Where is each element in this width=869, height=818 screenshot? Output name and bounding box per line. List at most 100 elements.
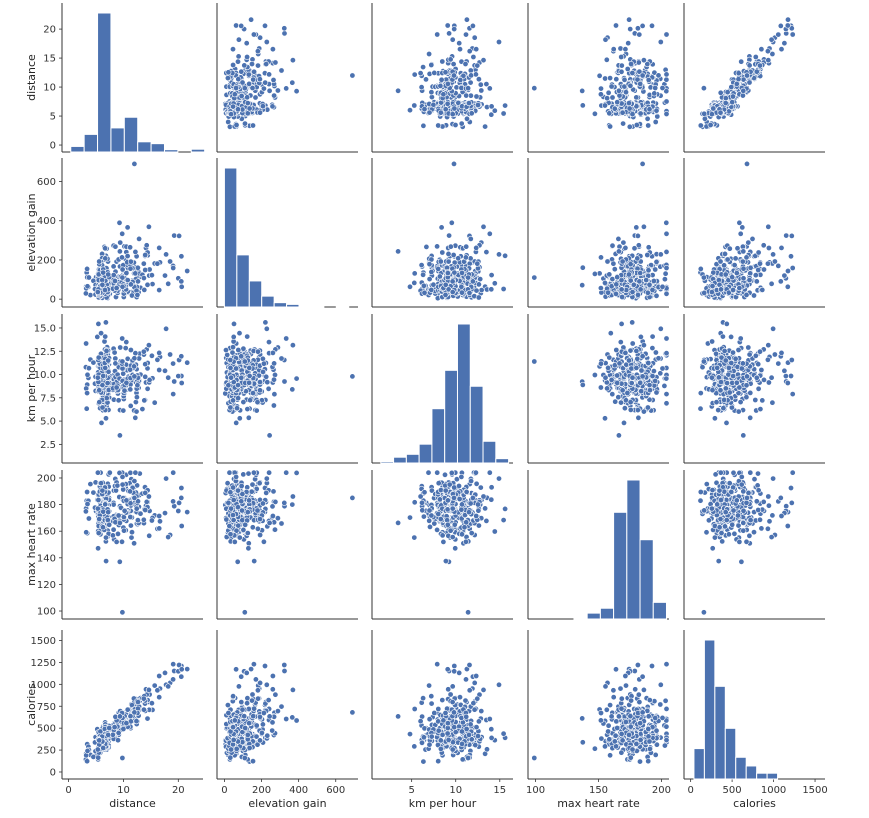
scatter-point — [131, 540, 138, 547]
scatter-point — [784, 22, 791, 29]
scatter-point — [269, 46, 276, 53]
scatter-point — [722, 271, 729, 278]
scatter-point — [639, 373, 646, 380]
scatter-point — [663, 391, 670, 398]
scatter-point — [619, 258, 626, 265]
scatter-point — [629, 374, 636, 381]
scatter-point — [245, 545, 252, 552]
scatter-point — [611, 105, 618, 112]
scatter-point — [256, 387, 263, 394]
y-tick-label-distance: 20 — [43, 25, 56, 36]
scatter-point — [729, 93, 736, 100]
scatter-panel-km-per-hour-vs-elevation-gain — [222, 319, 356, 439]
scatter-point — [233, 473, 240, 480]
scatter-point — [613, 346, 620, 353]
scatter-point — [625, 100, 632, 107]
histogram-bar-distance — [137, 141, 152, 153]
scatter-point — [238, 374, 245, 381]
scatter-point — [245, 71, 252, 78]
scatter-point — [657, 38, 664, 45]
histogram-bar-elevation-gain — [223, 167, 238, 308]
scatter-point — [244, 530, 251, 537]
scatter-point — [708, 374, 715, 381]
scatter-point — [758, 366, 765, 373]
scatter-point — [458, 289, 465, 296]
scatter-point — [752, 352, 759, 359]
scatter-point — [117, 344, 124, 351]
y-tick-label-max-heart-rate: 200 — [37, 473, 56, 484]
scatter-point — [244, 509, 251, 516]
scatter-point — [475, 76, 482, 83]
scatter-point — [627, 82, 634, 89]
scatter-point — [480, 493, 487, 500]
scatter-point — [624, 66, 631, 73]
scatter-point — [607, 75, 614, 82]
scatter-point — [241, 609, 248, 616]
scatter-point — [502, 252, 509, 259]
scatter-point — [447, 243, 454, 250]
scatter-point — [257, 34, 264, 41]
scatter-point — [242, 120, 249, 127]
scatter-point — [645, 359, 652, 366]
scatter-point — [756, 62, 763, 69]
scatter-point — [579, 87, 586, 94]
scatter-point — [628, 365, 635, 372]
scatter-point — [178, 379, 185, 386]
scatter-point — [235, 522, 242, 529]
scatter-point — [607, 123, 614, 130]
scatter-point — [746, 79, 753, 86]
scatter-point — [113, 285, 120, 292]
scatter-point — [638, 367, 645, 374]
scatter-point — [597, 254, 604, 261]
scatter-point — [95, 354, 102, 361]
scatter-point — [640, 408, 647, 415]
scatter-point — [127, 281, 134, 288]
scatter-point — [755, 266, 762, 273]
scatter-point — [133, 505, 140, 512]
scatter-point — [226, 522, 233, 529]
histogram-bar-distance — [83, 133, 99, 153]
scatter-point — [743, 254, 750, 261]
scatter-point — [247, 397, 254, 404]
scatter-point — [769, 50, 776, 57]
scatter-point — [281, 25, 288, 32]
scatter-point — [263, 325, 270, 332]
scatter-point — [449, 534, 456, 541]
scatter-point — [495, 38, 502, 45]
scatter-point — [478, 87, 485, 94]
scatter-panel-max-heart-rate-vs-elevation-gain — [222, 469, 356, 616]
scatter-point — [124, 253, 131, 260]
scatter-point — [178, 278, 185, 285]
scatter-point — [419, 507, 426, 514]
scatter-point — [781, 40, 788, 47]
scatter-point — [227, 404, 234, 411]
scatter-point — [265, 385, 272, 392]
scatter-point — [120, 407, 127, 414]
scatter-point — [442, 106, 449, 113]
scatter-point — [156, 244, 163, 251]
scatter-point — [633, 364, 640, 371]
scatter-point — [738, 365, 745, 372]
scatter-point — [85, 365, 92, 372]
scatter-point — [243, 40, 250, 47]
scatter-point — [469, 22, 476, 29]
scatter-point — [625, 271, 632, 278]
scatter-point — [646, 382, 653, 389]
y-axis-label-km-per-hour: km per hour — [25, 354, 38, 422]
scatter-point — [758, 46, 765, 53]
scatter-point — [134, 264, 141, 271]
scatter-point — [633, 94, 640, 101]
scatter-point — [717, 379, 724, 386]
scatter-point — [84, 371, 91, 378]
scatter-panel-elevation-gain-vs-max-heart-rate — [531, 160, 670, 302]
scatter-point — [269, 503, 276, 510]
scatter-point — [154, 260, 161, 267]
scatter-point — [230, 397, 237, 404]
scatter-point — [121, 387, 128, 394]
scatter-point — [701, 115, 708, 122]
scatter-point — [230, 333, 237, 340]
scatter-point — [102, 364, 109, 371]
scatter-point — [227, 364, 234, 371]
scatter-point — [473, 46, 480, 53]
scatter-point — [163, 475, 170, 482]
